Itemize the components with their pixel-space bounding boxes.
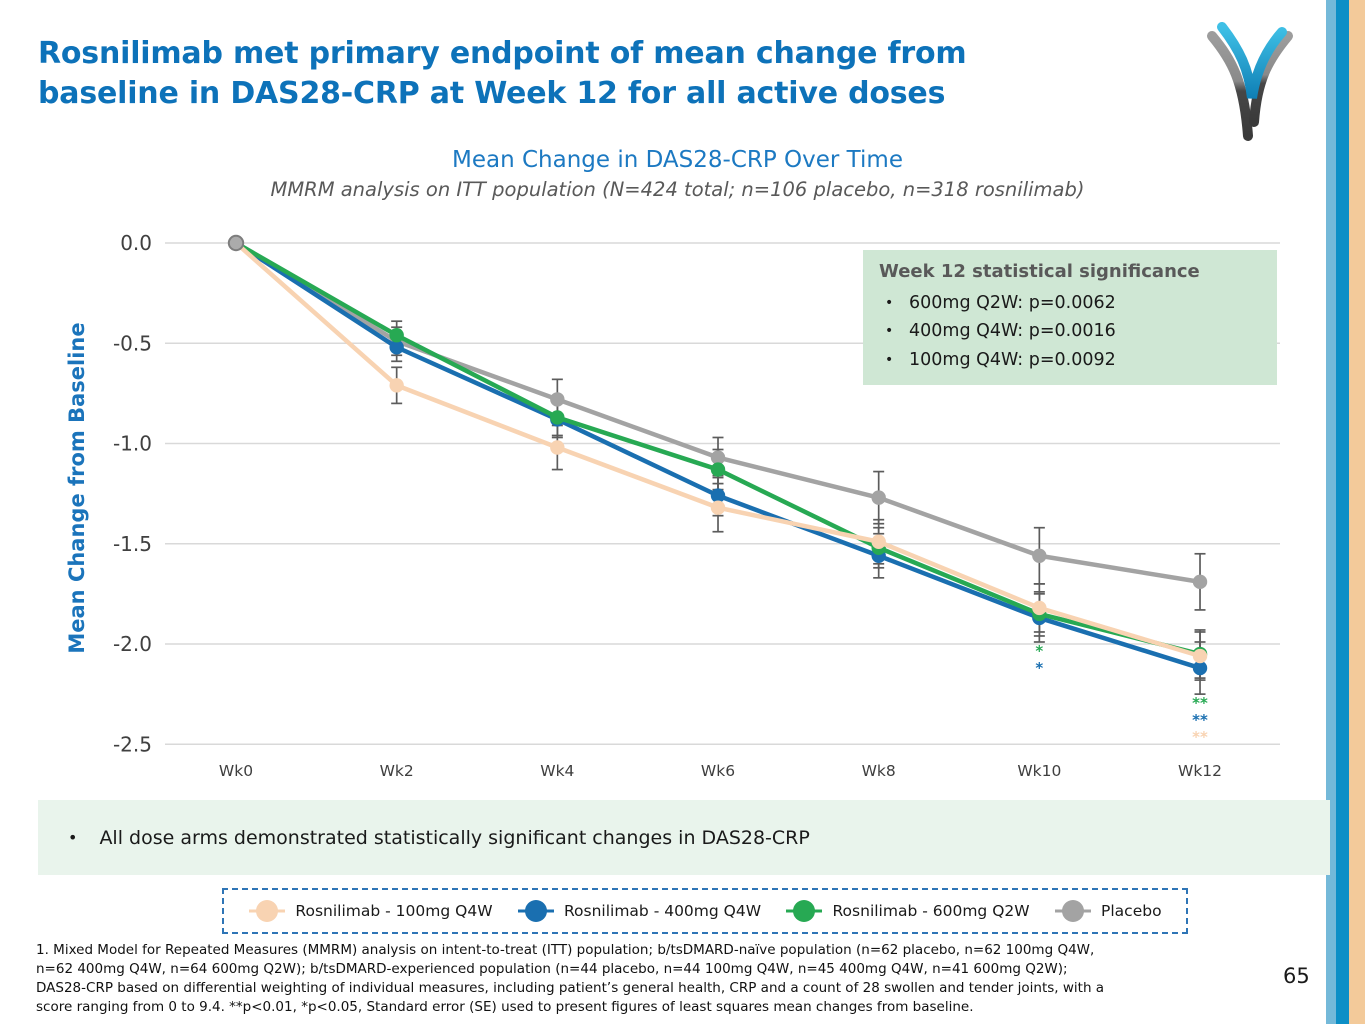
chart-header: Mean Change in DAS28-CRP Over Time MMRM … <box>45 147 1310 201</box>
svg-text:**: ** <box>1192 711 1208 729</box>
legend-marker-icon <box>786 900 823 922</box>
chart-subtitle: MMRM analysis on ITT population (N=424 t… <box>270 178 1085 201</box>
edge-stripe-dark-blue <box>1336 0 1349 1024</box>
legend-item: Placebo <box>1054 898 1162 924</box>
svg-text:Wk2: Wk2 <box>380 762 414 780</box>
page-number: 65 <box>1283 964 1310 988</box>
legend-label: Rosnilimab - 400mg Q4W <box>563 902 762 920</box>
v-swoosh-logo-icon <box>1207 22 1293 141</box>
footnote: 1. Mixed Model for Repeated Measures (MM… <box>36 941 1276 1018</box>
footnote-line: score ranging from 0 to 9.4. **p<0.01, *… <box>36 999 974 1016</box>
svg-text:-2.0: -2.0 <box>113 632 152 656</box>
slide-title-line2: baseline in DAS28-CRP at Week 12 for all… <box>38 75 946 111</box>
svg-text:Wk6: Wk6 <box>701 762 735 780</box>
svg-text:**: ** <box>1192 694 1208 712</box>
takeaway-text: All dose arms demonstrated statistically… <box>99 826 810 849</box>
takeaway-band: • All dose arms demonstrated statistical… <box>38 800 1330 875</box>
footnote-line: DAS28-CRP based on differential weightin… <box>36 980 1105 997</box>
significance-item: 600mg Q2W: p=0.0062 <box>879 289 1261 317</box>
legend-label: Rosnilimab - 600mg Q2W <box>832 902 1030 920</box>
legend-item: Rosnilimab - 600mg Q2W <box>785 898 1030 924</box>
svg-text:-1.0: -1.0 <box>113 432 152 456</box>
chart-legend: Rosnilimab - 100mg Q4W Rosnilimab - 400mg… <box>222 888 1188 934</box>
svg-text:Wk4: Wk4 <box>540 762 574 780</box>
legend-item: Rosnilimab - 100mg Q4W <box>248 898 493 924</box>
slide-title-line1: Rosnilimab met primary endpoint of mean … <box>38 36 967 71</box>
footnote-line: n=62 400mg Q4W, n=64 600mg Q2W); b/tsDMA… <box>36 961 1068 978</box>
svg-text:*: * <box>1035 642 1043 660</box>
legend-marker-icon <box>1055 900 1092 922</box>
slide-title: Rosnilimab met primary endpoint of mean … <box>38 34 1188 114</box>
svg-text:Wk8: Wk8 <box>862 762 896 780</box>
svg-text:**: ** <box>1192 728 1208 746</box>
footnote-line: 1. Mixed Model for Repeated Measures (MM… <box>36 942 1095 958</box>
chart-title: Mean Change in DAS28-CRP Over Time <box>452 147 903 173</box>
svg-text:-1.5: -1.5 <box>113 532 152 556</box>
svg-text:Wk12: Wk12 <box>1178 762 1222 780</box>
significance-box-title: Week 12 statistical significance <box>879 261 1200 282</box>
svg-text:Wk10: Wk10 <box>1017 762 1061 780</box>
significance-item: 100mg Q4W: p=0.0092 <box>879 346 1261 374</box>
svg-text:-0.5: -0.5 <box>113 331 152 355</box>
significance-item: 400mg Q4W: p=0.0016 <box>879 317 1261 345</box>
edge-stripe-light-blue <box>1326 0 1336 1024</box>
edge-stripe-peach <box>1349 0 1365 1024</box>
legend-item: Rosnilimab - 400mg Q4W <box>517 898 761 924</box>
svg-text:Wk0: Wk0 <box>219 762 253 780</box>
legend-label: Placebo <box>1101 902 1162 920</box>
company-logo <box>1200 22 1300 148</box>
svg-text:-2.5: -2.5 <box>113 732 152 756</box>
legend-marker-icon <box>249 900 286 922</box>
svg-text:0.0: 0.0 <box>120 231 152 255</box>
takeaway-bullet: • <box>68 828 78 847</box>
significance-box: Week 12 statistical significance 600mg Q… <box>863 250 1277 385</box>
significance-list: 600mg Q2W: p=0.0062 400mg Q4W: p=0.0016 … <box>879 289 1261 374</box>
svg-text:*: * <box>1035 659 1043 677</box>
legend-label: Rosnilimab - 100mg Q4W <box>295 902 493 920</box>
legend-marker-icon <box>517 900 554 922</box>
